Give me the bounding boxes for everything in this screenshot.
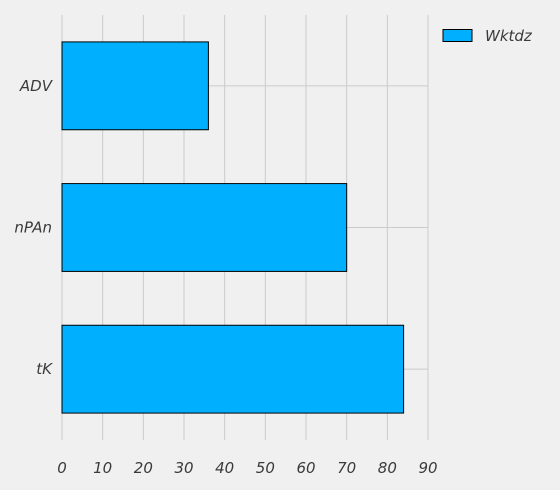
bar [61,41,209,131]
bar [61,183,348,272]
x-tick-label: 20 [134,459,153,477]
y-tick-label: tK [36,360,53,378]
y-tick-labels: ADV nPAn tK [14,77,53,378]
legend-swatch [442,29,473,42]
x-tick-label: 80 [378,459,397,477]
x-tick-label: 10 [93,459,112,477]
bars [61,41,405,414]
x-tick-label: 0 [57,459,67,477]
legend: Wktdz [442,27,533,45]
x-tick-label: 70 [337,459,356,477]
x-tick-label: 90 [418,459,437,477]
x-tick-label: 30 [174,459,193,477]
legend-label: Wktdz [485,27,533,45]
bar [61,324,405,414]
x-tick-labels: 0 10 20 30 40 50 60 70 80 90 [57,459,437,477]
y-tick-label: ADV [19,77,54,95]
x-tick-label: 60 [296,459,315,477]
x-tick-label: 50 [256,459,275,477]
y-tick-label: nPAn [14,219,52,237]
x-tick-label: 40 [215,459,234,477]
